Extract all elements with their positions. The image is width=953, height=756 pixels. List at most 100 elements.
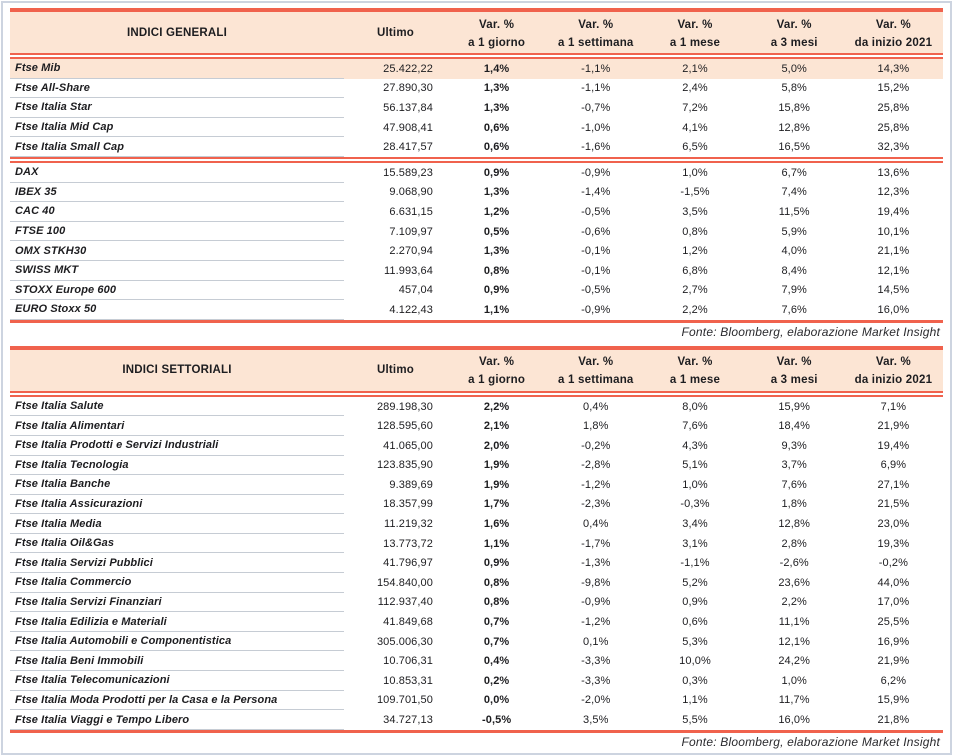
- index-name: Ftse All-Share: [10, 79, 344, 99]
- var-value: -3,3%: [581, 655, 611, 668]
- table-row: EURO Stoxx 50 4.122,43 1,1% -0,9% 2,2% 7,6% 16…: [10, 300, 943, 320]
- var-value: 23,0%: [877, 518, 910, 531]
- var-value: 0,6%: [682, 616, 708, 629]
- var-value: 3,1%: [682, 537, 708, 550]
- var-value: -0,7%: [581, 101, 611, 114]
- table-row: Ftse Italia Telecomunicazioni 10.853,31 0,…: [10, 671, 943, 691]
- var-value: 44,0%: [877, 576, 910, 589]
- var-value: 13,6%: [877, 166, 910, 179]
- indici-settoriali-table: INDICI SETTORIALI Ultimo Var. % a 1 gior…: [10, 345, 943, 752]
- index-name: Ftse Italia Viaggi e Tempo Libero: [10, 710, 344, 730]
- table-row: Ftse Italia Media 11.219,32 1,6% 0,4% 3,4% 12…: [10, 514, 943, 534]
- ultimo-value: 41.849,68: [383, 616, 433, 629]
- column-header-var-3-mesi: Var. % a 3 mesi: [745, 350, 844, 391]
- table-row: Ftse Italia Viaggi e Tempo Libero 34.727,…: [10, 710, 943, 730]
- var-value: 2,1%: [682, 62, 708, 75]
- column-header-var-1-mese: Var. % a 1 mese: [645, 12, 744, 53]
- ultimo-value: 27.890,30: [383, 82, 433, 95]
- var-value: 1,0%: [682, 478, 708, 491]
- var-value: 16,0%: [877, 303, 910, 316]
- var-value: 12,8%: [778, 518, 811, 531]
- column-header-ultimo: Ultimo: [377, 364, 414, 377]
- column-header-var-1-giorno: Var. % a 1 giorno: [447, 12, 546, 53]
- var-value: 14,3%: [877, 62, 910, 75]
- period-label: a 1 mese: [669, 374, 721, 387]
- var-label: Var. %: [578, 356, 614, 369]
- var-value: -2,0%: [581, 694, 611, 707]
- var-value: 7,9%: [781, 284, 807, 297]
- var-value: 0,8%: [483, 264, 510, 277]
- var-value: 16,5%: [778, 141, 811, 154]
- ultimo-value: 56.137,84: [383, 101, 433, 114]
- table-row: Ftse Italia Beni Immobili 10.706,31 0,4% -3…: [10, 651, 943, 672]
- ultimo-value: 4.122,43: [389, 303, 433, 316]
- table-row: Ftse Italia Tecnologia 123.835,90 1,9% -2,8…: [10, 456, 943, 476]
- ultimo-value: 15.589,23: [383, 166, 433, 179]
- var-value: -0,9%: [581, 166, 611, 179]
- var-value: 0,8%: [682, 225, 708, 238]
- period-label: a 1 settimana: [558, 36, 634, 49]
- var-value: 7,2%: [682, 101, 708, 114]
- ultimo-value: 13.773,72: [383, 537, 433, 550]
- indici-generali-table: INDICI GENERALI Ultimo Var. % a 1 giorno…: [10, 8, 943, 342]
- table-row: Ftse Italia Oil&Gas 13.773,72 1,1% -1,7% 3,1…: [10, 534, 943, 554]
- var-value: 4,3%: [682, 439, 708, 452]
- table-row: Ftse Italia Servizi Finanziari 112.937,40…: [10, 593, 943, 613]
- ultimo-value: 25.422,22: [383, 62, 433, 75]
- var-value: 1,1%: [483, 537, 510, 550]
- index-name: Ftse Italia Commercio: [10, 573, 344, 593]
- var-value: 21,9%: [877, 655, 910, 668]
- var-value: 0,7%: [483, 635, 510, 648]
- ultimo-value: 41.065,00: [383, 439, 433, 452]
- var-value: 5,9%: [781, 225, 807, 238]
- var-value: 0,7%: [483, 616, 510, 629]
- table-row: Ftse Italia Edilizia e Materiali 41.849,6…: [10, 612, 943, 632]
- source-note: Fonte: Bloomberg, elaborazione Market In…: [681, 325, 940, 340]
- column-header-var-inizio-2021: Var. % da inizio 2021: [844, 350, 943, 391]
- table-row: Ftse Italia Mid Cap 47.908,41 0,6% -1,0% 4,1…: [10, 118, 943, 138]
- var-value: 1,3%: [483, 101, 510, 114]
- var-value: 25,8%: [877, 101, 910, 114]
- index-name: Ftse Italia Small Cap: [10, 137, 344, 157]
- var-value: 0,3%: [682, 674, 708, 687]
- var-value: 1,3%: [483, 245, 510, 258]
- period-label: da inizio 2021: [854, 374, 933, 387]
- var-value: 1,0%: [781, 674, 807, 687]
- var-value: 0,4%: [583, 518, 609, 531]
- period-label: a 1 settimana: [558, 374, 634, 387]
- var-value: 0,9%: [682, 596, 708, 609]
- var-value: 21,1%: [877, 245, 910, 258]
- var-label: Var. %: [776, 18, 812, 31]
- var-value: 2,1%: [483, 420, 510, 433]
- table-row: Ftse Italia Servizi Pubblici 41.796,97 0,9…: [10, 553, 943, 574]
- var-value: 3,7%: [781, 459, 807, 472]
- index-name: Ftse Italia Star: [10, 98, 344, 118]
- index-name: Ftse Italia Media: [10, 514, 344, 534]
- var-value: 0,0%: [483, 694, 510, 707]
- ultimo-value: 10.853,31: [383, 674, 433, 687]
- ultimo-value: 109.701,50: [376, 694, 433, 707]
- var-value: -0,3%: [680, 498, 710, 511]
- var-value: 15,8%: [778, 101, 811, 114]
- header-separator: [10, 390, 943, 397]
- var-value: 6,9%: [880, 459, 907, 472]
- var-value: 7,1%: [880, 400, 907, 413]
- var-value: -0,1%: [581, 264, 611, 277]
- var-value: 11,1%: [778, 616, 810, 629]
- var-value: 5,2%: [682, 576, 708, 589]
- var-value: 0,9%: [483, 166, 510, 179]
- var-value: 2,4%: [682, 82, 708, 95]
- table-row: IBEX 35 9.068,90 1,3% -1,4% -1,5% 7,4% 12,3%: [10, 183, 943, 203]
- var-value: 16,9%: [877, 635, 910, 648]
- var-value: 3,5%: [682, 205, 708, 218]
- var-label: Var. %: [578, 18, 614, 31]
- var-value: -2,8%: [581, 459, 611, 472]
- table-row: DAX 15.589,23 0,9% -0,9% 1,0% 6,7% 13,6%: [10, 163, 943, 183]
- var-value: 2,8%: [781, 537, 807, 550]
- table-row: Ftse Italia Assicurazioni 18.357,99 1,7% -2…: [10, 495, 943, 515]
- header-separator: [10, 53, 943, 59]
- var-value: 19,4%: [877, 205, 910, 218]
- var-value: 5,8%: [781, 82, 807, 95]
- period-label: a 1 giorno: [468, 374, 526, 387]
- var-value: 0,1%: [583, 635, 609, 648]
